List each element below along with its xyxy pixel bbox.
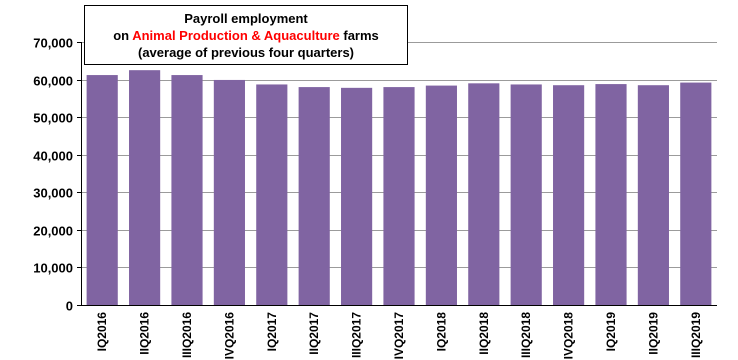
x-tick-label: IQ2016 xyxy=(95,312,109,352)
bar xyxy=(171,75,203,305)
x-tick-label: IIQ2016 xyxy=(138,312,152,355)
x-tick-label: IIIQ2016 xyxy=(180,312,194,358)
y-tick-label: 60,000 xyxy=(33,74,73,89)
x-tick-label: IIIQ2019 xyxy=(689,312,703,358)
bar xyxy=(468,83,500,305)
y-tick-label: 0 xyxy=(66,299,73,314)
y-tick-label: 40,000 xyxy=(33,149,73,164)
chart-title-box: Payroll employment on Animal Production … xyxy=(84,5,408,65)
x-tick-labels: IQ2016 IIQ2016 IIIQ2016 IVQ2016 IQ2017 IIQ201… xyxy=(95,312,703,360)
bars xyxy=(86,70,712,305)
y-tick-labels: 0 10,000 20,000 30,000 40,000 50,000 60,000 70,… xyxy=(33,36,73,314)
bar xyxy=(213,79,245,305)
axes xyxy=(77,42,717,306)
bar xyxy=(595,84,627,305)
y-tick-label: 30,000 xyxy=(33,186,73,201)
chart-title-highlight: Animal Production & Aquaculture xyxy=(132,28,340,43)
x-tick-label: IIIQ2018 xyxy=(519,312,533,358)
x-tick-label: IVQ2016 xyxy=(222,312,236,360)
chart-title-suffix: farms xyxy=(339,28,379,43)
x-tick-label: IIQ2018 xyxy=(477,312,491,355)
chart-title-line-1: Payroll employment xyxy=(184,11,308,26)
x-tick-label: IIIQ2017 xyxy=(350,312,364,358)
bar xyxy=(256,84,288,305)
x-tick-label: IQ2019 xyxy=(604,312,618,352)
bar xyxy=(425,85,457,305)
y-tick-label: 20,000 xyxy=(33,224,73,239)
x-tick-label: IIQ2019 xyxy=(646,312,660,355)
bar xyxy=(383,87,415,305)
x-tick-label: IVQ2018 xyxy=(562,312,576,360)
chart-title-line-2: on Animal Production & Aquaculture farms xyxy=(85,27,407,44)
chart-title-prefix: on xyxy=(113,28,133,43)
chart-title-line-3: (average of previous four quarters) xyxy=(138,45,354,60)
bar xyxy=(298,87,330,305)
bar xyxy=(341,87,373,305)
y-tick-label: 50,000 xyxy=(33,111,73,126)
bar xyxy=(510,84,542,305)
bar xyxy=(680,82,712,305)
bar xyxy=(553,85,585,305)
y-tick-label: 70,000 xyxy=(33,36,73,51)
x-tick-label: IQ2018 xyxy=(434,312,448,352)
x-tick-label: IQ2017 xyxy=(265,312,279,352)
bar xyxy=(129,70,161,305)
x-tick-label: IIQ2017 xyxy=(307,312,321,355)
x-tick-label: IVQ2017 xyxy=(392,312,406,360)
bar xyxy=(86,75,118,305)
bar xyxy=(637,85,669,305)
y-tick-label: 10,000 xyxy=(33,261,73,276)
